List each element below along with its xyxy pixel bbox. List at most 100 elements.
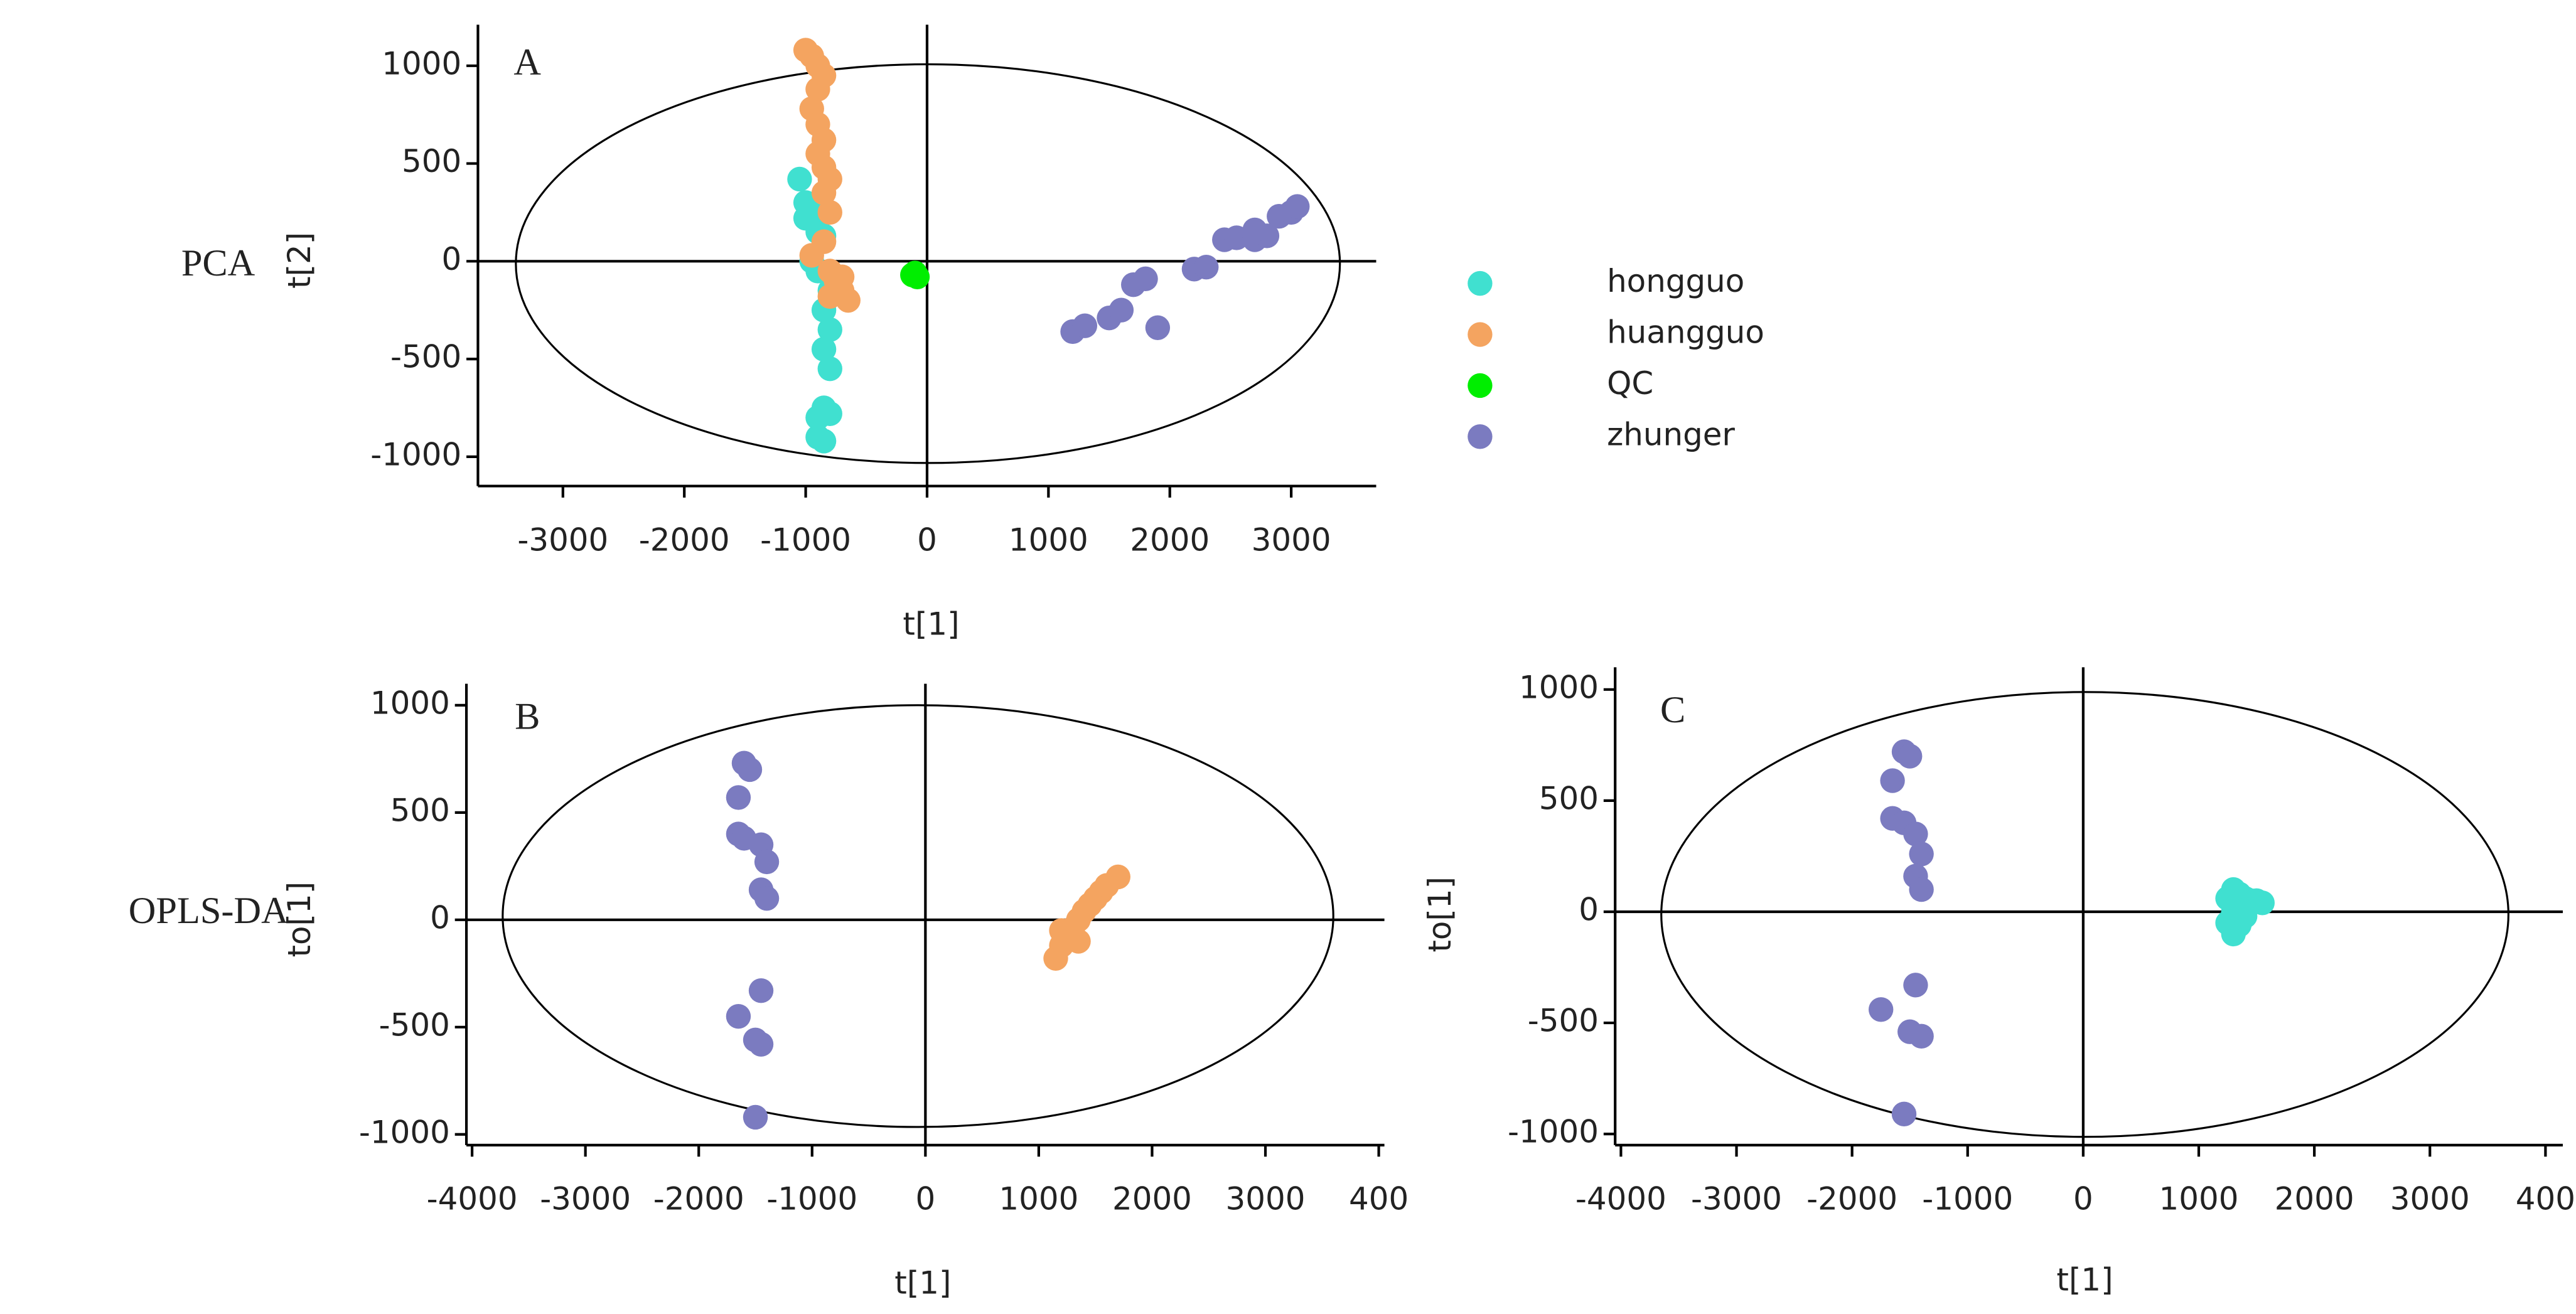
y-tick-label: 0 (1579, 891, 1599, 927)
y-tick-label: 500 (402, 143, 461, 179)
point (748, 978, 774, 1003)
x-tick-label: 1000 (2159, 1181, 2239, 1217)
point (811, 336, 837, 362)
point (743, 1027, 768, 1053)
x-tick-label: -1000 (760, 521, 851, 558)
x-axis-label: t[1] (903, 606, 959, 642)
x-tick-label: -3000 (540, 1181, 631, 1217)
point (1108, 297, 1134, 323)
x-axis-label: t[1] (894, 1265, 951, 1301)
point (835, 287, 861, 313)
y-tick-label: 0 (441, 241, 461, 277)
point (1903, 973, 1928, 998)
point (817, 317, 842, 343)
point (900, 262, 925, 287)
point (829, 264, 855, 289)
legend-marker (1468, 373, 1493, 398)
point (754, 849, 780, 875)
confidence-ellipse (1660, 691, 2509, 1138)
point (799, 200, 824, 225)
point (737, 757, 763, 783)
point (1909, 877, 1934, 902)
x-tick-label: 0 (917, 521, 937, 558)
point (1066, 929, 1091, 954)
y-tick-label: 1000 (370, 685, 450, 721)
point (1145, 315, 1171, 340)
point (726, 1004, 751, 1029)
point (811, 180, 837, 205)
x-tick-label: 3000 (2390, 1181, 2470, 1217)
y-tick-label: -1000 (1508, 1114, 1599, 1150)
point (1891, 1101, 1917, 1126)
point (805, 77, 830, 102)
legend-marker (1468, 322, 1493, 347)
x-axis-label: t[1] (2056, 1261, 2113, 1298)
legend-label: zhunger (1607, 416, 1735, 452)
panel-label: C (1660, 689, 1685, 731)
confidence-ellipse (502, 704, 1334, 1128)
point (1285, 194, 1310, 219)
group-label: OPLS-DA (129, 890, 289, 932)
y-tick-label: 500 (1539, 780, 1599, 816)
y-axis-label: to[1] (281, 882, 318, 958)
point (1909, 1023, 1934, 1049)
panel-label: A (513, 41, 541, 83)
y-tick-label: -1000 (359, 1114, 450, 1150)
panel-label: B (515, 695, 540, 737)
point (1903, 821, 1928, 847)
legend-marker (1468, 424, 1493, 449)
point (787, 166, 812, 192)
y-tick-label: -500 (379, 1007, 450, 1043)
x-tick-label: 1000 (999, 1181, 1078, 1217)
legend-label: QC (1607, 365, 1653, 402)
point (2215, 886, 2240, 911)
point (811, 429, 837, 454)
legend-label: hongguo (1607, 263, 1744, 299)
x-tick-label: -2000 (639, 521, 730, 558)
x-tick-label: 3000 (1252, 521, 1331, 558)
y-tick-label: 1000 (382, 45, 461, 82)
point (2250, 890, 2275, 916)
x-tick-label: -2000 (1806, 1181, 1897, 1217)
point (1105, 864, 1130, 890)
point (1072, 313, 1098, 338)
point (2232, 904, 2258, 929)
y-tick-label: -500 (1528, 1003, 1599, 1039)
x-tick-label: -1000 (1922, 1181, 2013, 1217)
point (1897, 744, 1923, 769)
x-tick-label: -4000 (427, 1181, 518, 1217)
x-tick-label: 3000 (1226, 1181, 1306, 1217)
x-tick-label: -3000 (1691, 1181, 1782, 1217)
point (805, 405, 830, 430)
x-tick-label: 400 (1349, 1181, 1409, 1217)
y-axis-label: to[1] (1422, 877, 1458, 953)
x-tick-label: 2000 (1112, 1181, 1192, 1217)
point (754, 885, 780, 911)
x-tick-label: -1000 (766, 1181, 857, 1217)
y-tick-label: 0 (430, 899, 450, 936)
point (1880, 768, 1905, 793)
point (743, 1104, 768, 1130)
point (817, 200, 842, 225)
y-tick-label: 1000 (1519, 669, 1599, 705)
legend-marker (1468, 270, 1493, 296)
x-tick-label: -2000 (653, 1181, 744, 1217)
y-tick-label: 500 (390, 792, 450, 828)
x-tick-label: 1000 (1009, 521, 1088, 558)
x-tick-label: -4000 (1575, 1181, 1666, 1217)
point (799, 243, 824, 268)
y-tick-label: -1000 (370, 436, 461, 473)
point (817, 356, 842, 382)
x-tick-label: 2000 (1130, 521, 1210, 558)
y-tick-label: -500 (390, 339, 461, 375)
x-tick-label: 2000 (2275, 1181, 2354, 1217)
x-tick-label: 0 (915, 1181, 935, 1217)
x-tick-label: 0 (2073, 1181, 2093, 1217)
x-tick-label: -3000 (517, 521, 608, 558)
point (1242, 217, 1267, 243)
point (726, 785, 751, 810)
y-axis-label: t[2] (281, 232, 318, 289)
point (1909, 841, 1934, 867)
point (1194, 254, 1219, 280)
